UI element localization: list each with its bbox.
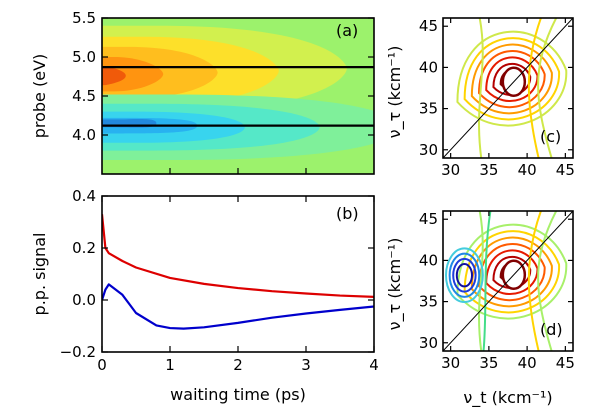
panel-a-ytick-label: 4.5 (72, 87, 96, 105)
panel-b-xtick-label: 4 (369, 356, 379, 374)
panel-b-ticks: −0.2 0.0 0.2 0.4 0 1 2 3 4 (60, 187, 379, 374)
xtick-label: 45 (556, 161, 575, 179)
panel-b-xtick-label: 3 (301, 356, 311, 374)
contour-line-negative (445, 247, 484, 304)
panel-a-ytick-label: 5.0 (72, 48, 96, 66)
panel-b-series-line (102, 283, 374, 330)
panel-d-label: (d) (540, 320, 563, 339)
panel-a-ytick-label: 5.5 (72, 9, 96, 27)
xtick-label: 45 (556, 354, 575, 372)
panel-b-ytick-label: 0.0 (72, 291, 96, 309)
panel-b-ylabel: p.p. signal (30, 233, 49, 316)
xtick-label: 40 (518, 354, 537, 372)
panel-b-xtick-label: 2 (233, 356, 243, 374)
xtick-label: 30 (441, 354, 460, 372)
panel-a-ytick-label: 4.0 (72, 126, 96, 144)
contour-line-positive (456, 223, 568, 320)
panel-d-frame (442, 210, 574, 352)
ytick-label: 30 (419, 141, 438, 159)
panel-d-xlabel: ν_t (kcm⁻¹) (463, 388, 552, 408)
panel-a-band (102, 66, 126, 86)
panel-b: −0.2 0.0 0.2 0.4 0 1 2 3 4 (b) p.p. signal waiti… (30, 187, 379, 404)
contour-line-positive (478, 50, 546, 109)
panel-d-ticks: 30 35 40 45 30 35 40 45 (419, 210, 575, 372)
panel-d-ylabel: ν_τ (kcm⁻¹) (385, 238, 405, 331)
contour-line-open (482, 211, 492, 351)
contour-line-positive (478, 243, 546, 302)
panel-b-ytick-label: 0.4 (72, 187, 96, 205)
diagonal-line (443, 211, 573, 351)
contour-line-open (527, 18, 542, 158)
panel-b-series-line (102, 214, 374, 298)
panel-a-yticks: 4.0 4.5 5.0 5.5 (72, 9, 374, 174)
panel-c: 30 35 40 45 30 35 40 45 (c) ν_τ (kcm⁻¹) (385, 17, 575, 179)
panel-b-xtick-label: 0 (97, 356, 107, 374)
contour-line-open (478, 211, 484, 351)
contour-line-positive (485, 56, 539, 102)
contour-line-negative (448, 252, 481, 298)
contour-line-positive (470, 236, 553, 308)
contour-line-positive (463, 37, 561, 121)
ytick-label: 35 (419, 293, 438, 311)
panel-c-ylabel: ν_τ (kcm⁻¹) (385, 46, 405, 139)
contour-line-positive (463, 230, 561, 314)
ytick-label: 35 (419, 100, 438, 118)
panel-c-ticks: 30 35 40 45 30 35 40 45 (419, 17, 575, 179)
panel-a-label: (a) (336, 21, 358, 40)
panel-b-xlabel: waiting time (ps) (170, 385, 306, 404)
contour-line-open (537, 18, 558, 158)
ytick-label: 40 (419, 251, 438, 269)
panel-b-ytick-label: −0.2 (60, 343, 96, 361)
panel-a-band (102, 57, 164, 92)
ytick-label: 45 (419, 17, 438, 35)
xtick-label: 30 (441, 161, 460, 179)
panel-c-contours (443, 18, 573, 158)
xtick-label: 35 (479, 161, 498, 179)
contour-line-negative (452, 257, 477, 293)
panel-b-series (102, 214, 374, 330)
panel-c-label: (c) (540, 127, 561, 146)
panel-d-contours (443, 211, 573, 351)
panel-b-ytick-label: 0.2 (72, 239, 96, 257)
contour-line-positive (470, 43, 553, 115)
ytick-label: 30 (419, 334, 438, 352)
contour-line-open (478, 18, 484, 158)
xtick-label: 40 (518, 161, 537, 179)
ytick-label: 45 (419, 210, 438, 228)
panel-b-frame (101, 195, 375, 353)
panel-a-ylabel: probe (eV) (30, 54, 49, 139)
panel-c-frame (442, 17, 574, 159)
panel-b-xtick-label: 1 (165, 356, 175, 374)
diagonal-line (443, 18, 573, 158)
ytick-label: 40 (419, 58, 438, 76)
panel-a-probe-lines (102, 66, 374, 127)
panel-b-label: (b) (336, 204, 359, 223)
xtick-label: 35 (479, 354, 498, 372)
contour-line-negative (455, 263, 474, 288)
contour-line-open (527, 211, 542, 351)
panel-a-contour-bands (102, 25, 374, 160)
contour-line-open (537, 211, 558, 351)
panel-a: 4.0 4.5 5.0 5.5 (a) probe (eV) (30, 9, 375, 175)
contour-line-positive (456, 30, 568, 127)
panel-d: 30 35 40 45 30 35 40 45 (d) ν_τ (kcm⁻¹) ν_t (kc… (385, 210, 575, 408)
contour-line-positive (485, 249, 539, 295)
